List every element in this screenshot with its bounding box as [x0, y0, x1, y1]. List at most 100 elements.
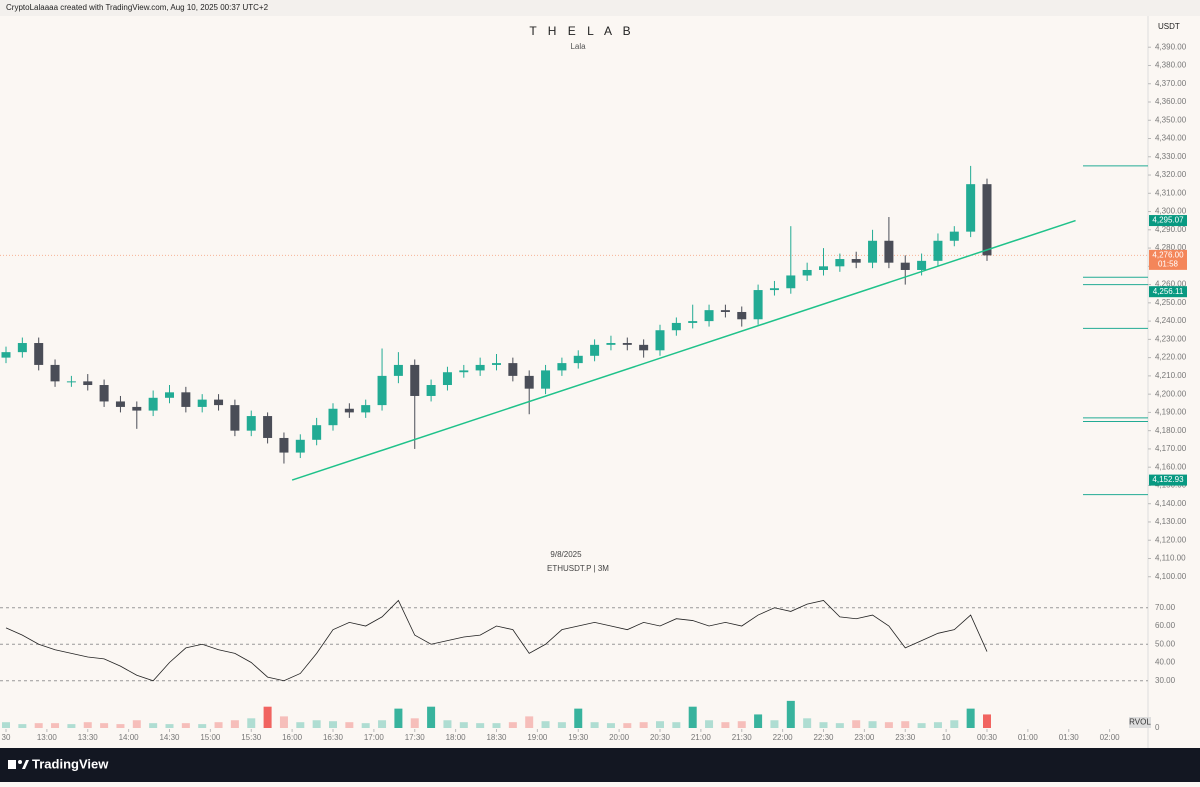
y-tick-label: 4,340.00	[1155, 134, 1187, 143]
volume-bar	[2, 722, 10, 728]
x-tick-label: 15:30	[241, 733, 262, 742]
volume-bar	[100, 723, 109, 728]
candle-body	[426, 385, 436, 396]
volume-bar	[345, 722, 354, 728]
volume-bar	[394, 708, 403, 728]
volume-bar	[378, 720, 387, 728]
candle-body	[66, 381, 76, 383]
volume-bar	[132, 720, 141, 728]
price-label-box	[1149, 474, 1187, 486]
y-tick-label: 4,380.00	[1155, 61, 1187, 70]
candle-body	[524, 375, 534, 389]
candle-body	[819, 266, 828, 270]
candle-body	[737, 311, 747, 320]
y-tick-label: 4,310.00	[1155, 188, 1187, 197]
price-label-box	[1149, 286, 1187, 298]
x-tick-label: 17:30	[405, 733, 426, 742]
volume-bar	[279, 716, 288, 728]
price-label: 4,256.11	[1153, 287, 1184, 296]
candle-body	[492, 363, 501, 365]
volume-bar	[852, 720, 861, 728]
y-tick-label: 4,120.00	[1155, 535, 1187, 544]
volume-bar	[639, 722, 648, 728]
volume-bar	[230, 720, 239, 728]
countdown: 01:58	[1158, 259, 1179, 268]
volume-bar	[492, 723, 501, 728]
y-tick-label: 4,200.00	[1155, 389, 1187, 398]
volume-bar	[165, 724, 174, 728]
volume-bar	[247, 718, 256, 728]
candle-body	[115, 401, 125, 407]
candle-body	[148, 397, 158, 411]
candle-body	[246, 416, 256, 431]
y-tick-label: 4,390.00	[1155, 42, 1187, 51]
candle-body	[688, 321, 698, 323]
volume-bar	[410, 718, 419, 728]
candle-body	[606, 343, 616, 345]
candle-body	[344, 408, 354, 413]
candle-body	[361, 405, 371, 413]
candle-body	[17, 343, 27, 353]
y-tick-label: 4,170.00	[1155, 444, 1187, 453]
candle-body	[312, 425, 322, 440]
candle-body	[933, 240, 943, 261]
x-tick-label: 21:30	[732, 733, 753, 742]
header-bar	[0, 0, 1200, 16]
volume-bar	[525, 716, 534, 728]
volume-bar	[459, 722, 468, 728]
x-tick-label: 10	[942, 733, 951, 742]
candle-body	[671, 322, 681, 331]
volume-bar	[557, 722, 566, 728]
y-tick-label: 4,140.00	[1155, 499, 1187, 508]
chart-subtitle: Lala	[570, 42, 586, 51]
footer-text: TradingView	[32, 756, 109, 771]
footer-logo	[8, 760, 29, 769]
candle-body	[639, 344, 649, 351]
candle-body	[769, 288, 779, 291]
y-tick-label: 4,220.00	[1155, 353, 1187, 362]
volume-bar	[34, 723, 43, 728]
y-tick-label: 4,130.00	[1155, 517, 1187, 526]
volume-label: RVOL	[1129, 718, 1151, 727]
volume-bar	[623, 723, 632, 728]
volume-bar	[214, 722, 223, 728]
volume-bar	[966, 708, 975, 728]
volume-bar	[116, 724, 125, 728]
candle-body	[508, 363, 518, 376]
x-tick-label: 01:00	[1018, 733, 1039, 742]
volume-bar	[18, 724, 27, 728]
volume-bar	[361, 723, 370, 728]
candle-body	[393, 364, 403, 376]
candle-body	[263, 416, 273, 438]
candle-body	[99, 385, 109, 402]
candle-body	[917, 260, 927, 270]
chart-date: 9/8/2025	[550, 550, 582, 559]
candle-body	[786, 275, 796, 289]
candle-body	[868, 240, 878, 263]
trendline	[291, 219, 1076, 481]
volume-bar	[427, 706, 436, 728]
candle-body	[165, 392, 174, 398]
x-tick-label: 16:00	[282, 733, 303, 742]
x-tick-label: 21:00	[691, 733, 712, 742]
candle-body	[573, 355, 583, 364]
candle-body	[230, 405, 240, 431]
candle-body	[851, 259, 861, 263]
candle-body	[622, 343, 632, 345]
x-tick-label: 17:00	[364, 733, 385, 742]
volume-bar	[705, 720, 714, 728]
y-tick-label: 4,210.00	[1155, 371, 1187, 380]
volume-bar	[737, 721, 746, 728]
rsi-tick-label: 50.00	[1155, 639, 1176, 648]
candle-body	[459, 370, 469, 373]
candle-body	[949, 231, 959, 241]
candle-body	[966, 184, 976, 232]
y-tick-label: 4,160.00	[1155, 462, 1187, 471]
candle-body	[214, 399, 224, 406]
candle-body	[132, 406, 142, 411]
y-tick-label: 4,260.00	[1155, 280, 1187, 289]
candle-body	[802, 269, 812, 276]
candle-body	[410, 364, 420, 396]
